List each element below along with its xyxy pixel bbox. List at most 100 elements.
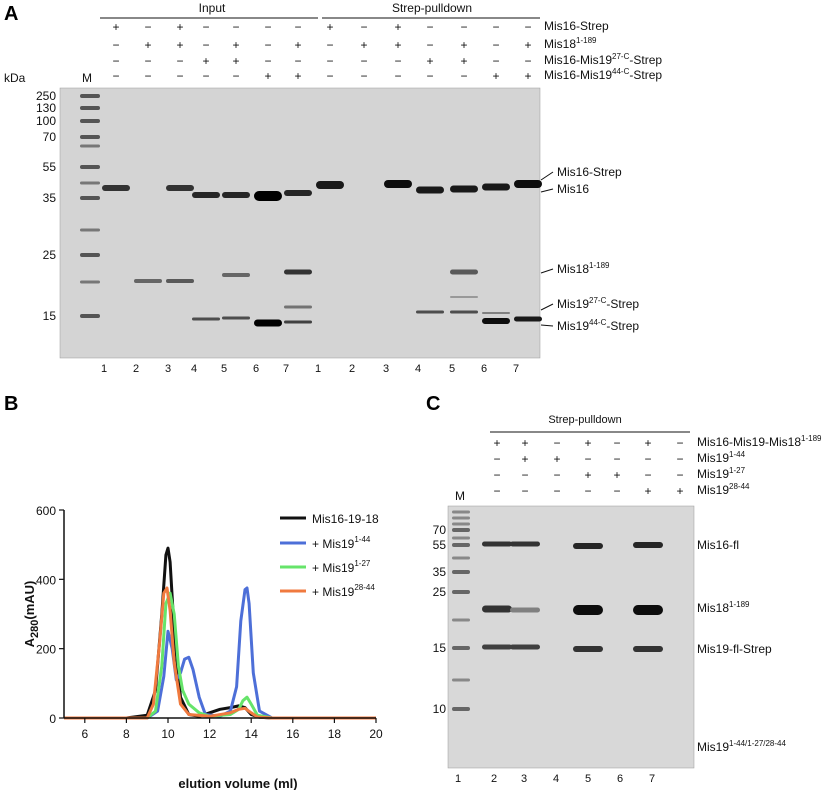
series-line [64, 586, 376, 720]
sign-mark: − [584, 452, 591, 466]
sign-mark: − [553, 436, 560, 450]
panel-letter-a: A [4, 3, 18, 25]
lane-numbers: 1 2 3 4 5 6 7 1 2 3 4 5 6 7 [101, 363, 519, 375]
y-tick-label: 0 [49, 712, 56, 726]
sign-mark: − [524, 20, 531, 34]
lane-number: 6 [253, 363, 259, 375]
sign-mark: + [521, 452, 528, 466]
band-label: Mis181-189 [557, 261, 610, 276]
sign-mark: + [584, 436, 591, 450]
sign-mark: − [264, 38, 271, 52]
mw-marker-label: 10 [433, 702, 447, 716]
sign-mark: + [460, 54, 467, 68]
gel-band [514, 316, 542, 322]
gel-a [59, 87, 541, 359]
sign-mark: + [426, 54, 433, 68]
sign-mark: − [394, 69, 401, 83]
ladder-band [452, 556, 470, 560]
sign-mark: − [176, 69, 183, 83]
legend-label: Mis16-19-18 [312, 512, 379, 526]
band-label-c: Mis191-44/1-27/28-44 [697, 739, 786, 754]
gel-band [284, 320, 312, 324]
mw-marker-label: 70 [43, 130, 57, 144]
sign-mark: + [524, 38, 531, 52]
ladder-band [452, 618, 470, 622]
legend-label: + Mis191-44 [312, 535, 371, 551]
ladder-band [452, 528, 470, 532]
sign-mark: − [524, 54, 531, 68]
gel-band [633, 646, 663, 652]
lane-number: 2 [349, 363, 355, 375]
sign-mark: + [294, 69, 301, 83]
gel-band [573, 543, 603, 549]
sign-mark: − [492, 20, 499, 34]
gel-band [633, 605, 663, 615]
sign-mark: − [553, 484, 560, 498]
mw-marker-label: 35 [43, 191, 57, 205]
lane-number: 1 [315, 363, 321, 375]
sign-mark: − [493, 452, 500, 466]
lane-number: 2 [491, 773, 497, 785]
x-tick-label: 12 [203, 727, 217, 741]
gel-band [166, 185, 194, 191]
sign-mark: + [553, 452, 560, 466]
marker-lane [80, 94, 100, 318]
row-label-c: Mis1928-44 [697, 482, 750, 497]
lane-number: 7 [513, 363, 519, 375]
sign-mark: + [493, 436, 500, 450]
band-label: Mis1944-C-Strep [557, 318, 639, 333]
gel-band [482, 318, 510, 324]
band-label: Mis16 [557, 182, 589, 196]
marker-label-c: M [455, 489, 465, 503]
sign-mark: − [264, 20, 271, 34]
gel-band [222, 316, 250, 320]
mw-marker-label: 55 [43, 160, 57, 174]
gel-band [450, 310, 478, 314]
lane-number: 2 [133, 363, 139, 375]
chart-legend: Mis16-19-18 + Mis191-44 + Mis191-27 + Mis19… [280, 512, 379, 599]
sign-mark: − [360, 69, 367, 83]
sign-mark: + [644, 436, 651, 450]
ladder-band [80, 253, 100, 257]
lane-number: 7 [283, 363, 289, 375]
sign-grid: + − + − − − − + − + − − − −− + + − + − + − + + − + − +− − − + + − − − − − + +… [112, 20, 531, 83]
gel-band [222, 192, 250, 198]
gel-band [284, 190, 312, 196]
gel-band [450, 185, 478, 193]
band-label: Mis16-Strep [557, 165, 622, 179]
sign-mark: − [202, 38, 209, 52]
ladder-band [452, 516, 470, 520]
sign-mark: − [264, 54, 271, 68]
sign-mark: + [264, 69, 271, 83]
chart-series [64, 546, 376, 720]
sign-mark: − [553, 468, 560, 482]
band-label: Mis1927-C-Strep [557, 296, 639, 311]
gel-band [192, 317, 220, 321]
mw-marker-label: 130 [36, 101, 56, 115]
mw-marker-label: 70 [433, 523, 447, 537]
sign-mark: − [202, 20, 209, 34]
ladder-band [80, 94, 100, 98]
row-label: Mis16-Mis1927-C-Strep [544, 52, 662, 67]
sign-mark: − [493, 484, 500, 498]
gel-band [514, 180, 542, 188]
marker-lane-c [452, 510, 470, 711]
band-label-line [540, 171, 554, 181]
marker-label: M [82, 71, 92, 85]
gel-bands-c [482, 541, 663, 652]
gel-band [482, 605, 512, 613]
sign-mark: − [360, 54, 367, 68]
group-headers: Input Strep-pulldown [100, 1, 540, 19]
gel-band [166, 279, 194, 283]
gel-band [482, 644, 512, 650]
sign-mark: − [584, 484, 591, 498]
sign-mark: − [326, 38, 333, 52]
sign-mark: + [202, 54, 209, 68]
gel-band [384, 180, 412, 188]
gel-band [450, 296, 478, 298]
lane-numbers-c: 1 2 3 4 5 6 7 [455, 773, 655, 785]
